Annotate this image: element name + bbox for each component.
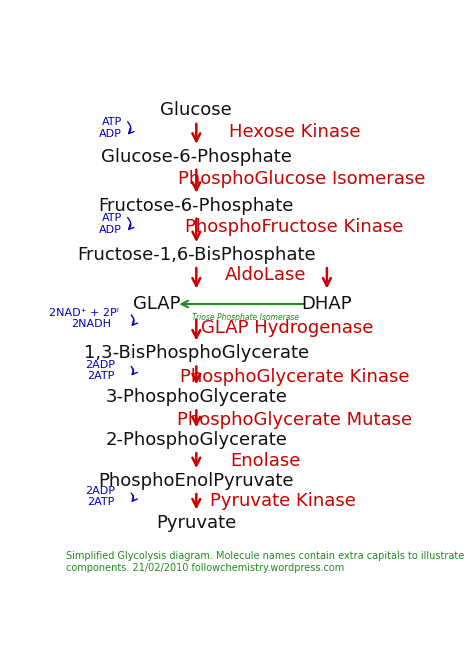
Text: ATP: ATP: [102, 214, 122, 223]
Text: Hexose Kinase: Hexose Kinase: [228, 122, 360, 141]
Text: 2-PhosphoGlycerate: 2-PhosphoGlycerate: [105, 431, 287, 449]
Text: GLAP Hydrogenase: GLAP Hydrogenase: [201, 319, 373, 337]
Text: PhosphoGlucose Isomerase: PhosphoGlucose Isomerase: [178, 170, 425, 189]
Text: Fructose-1,6-BisPhosphate: Fructose-1,6-BisPhosphate: [77, 246, 315, 264]
Text: PhosphoEnolPyruvate: PhosphoEnolPyruvate: [99, 472, 294, 490]
Text: Glucose-6-Phosphate: Glucose-6-Phosphate: [101, 148, 292, 166]
Text: DHAP: DHAP: [301, 295, 352, 313]
Text: Pyruvate: Pyruvate: [156, 514, 236, 533]
Text: ADP: ADP: [99, 225, 122, 235]
Text: 2ADP: 2ADP: [85, 486, 115, 496]
Text: Glucose: Glucose: [161, 101, 232, 119]
Text: GLAP: GLAP: [133, 295, 180, 313]
Text: PhosphoFructose Kinase: PhosphoFructose Kinase: [185, 218, 403, 236]
Text: PhosphoGlycerate Kinase: PhosphoGlycerate Kinase: [180, 368, 409, 386]
Text: Triose Phosphate Isomerase: Triose Phosphate Isomerase: [192, 313, 299, 322]
Text: 1,3-BisPhosphoGlycerate: 1,3-BisPhosphoGlycerate: [84, 345, 309, 362]
Text: Pyruvate Kinase: Pyruvate Kinase: [211, 492, 356, 510]
Text: 2ATP: 2ATP: [88, 371, 115, 381]
Text: 2ADP: 2ADP: [85, 360, 115, 369]
Text: Simplified Glycolysis diagram. Molecule names contain extra capitals to illustra: Simplified Glycolysis diagram. Molecule …: [66, 552, 464, 573]
Text: 2NAD⁺ + 2Pᴵ: 2NAD⁺ + 2Pᴵ: [49, 308, 119, 318]
Text: 3-PhosphoGlycerate: 3-PhosphoGlycerate: [105, 388, 287, 406]
Text: ADP: ADP: [99, 129, 122, 139]
Text: PhosphoGlycerate Mutase: PhosphoGlycerate Mutase: [177, 411, 412, 429]
Text: ATP: ATP: [102, 117, 122, 128]
Text: AldoLase: AldoLase: [225, 267, 306, 284]
Text: 2NADH: 2NADH: [71, 319, 111, 329]
Text: Enolase: Enolase: [230, 452, 300, 470]
Text: Fructose-6-Phosphate: Fructose-6-Phosphate: [99, 196, 294, 215]
Text: 2ATP: 2ATP: [88, 497, 115, 507]
